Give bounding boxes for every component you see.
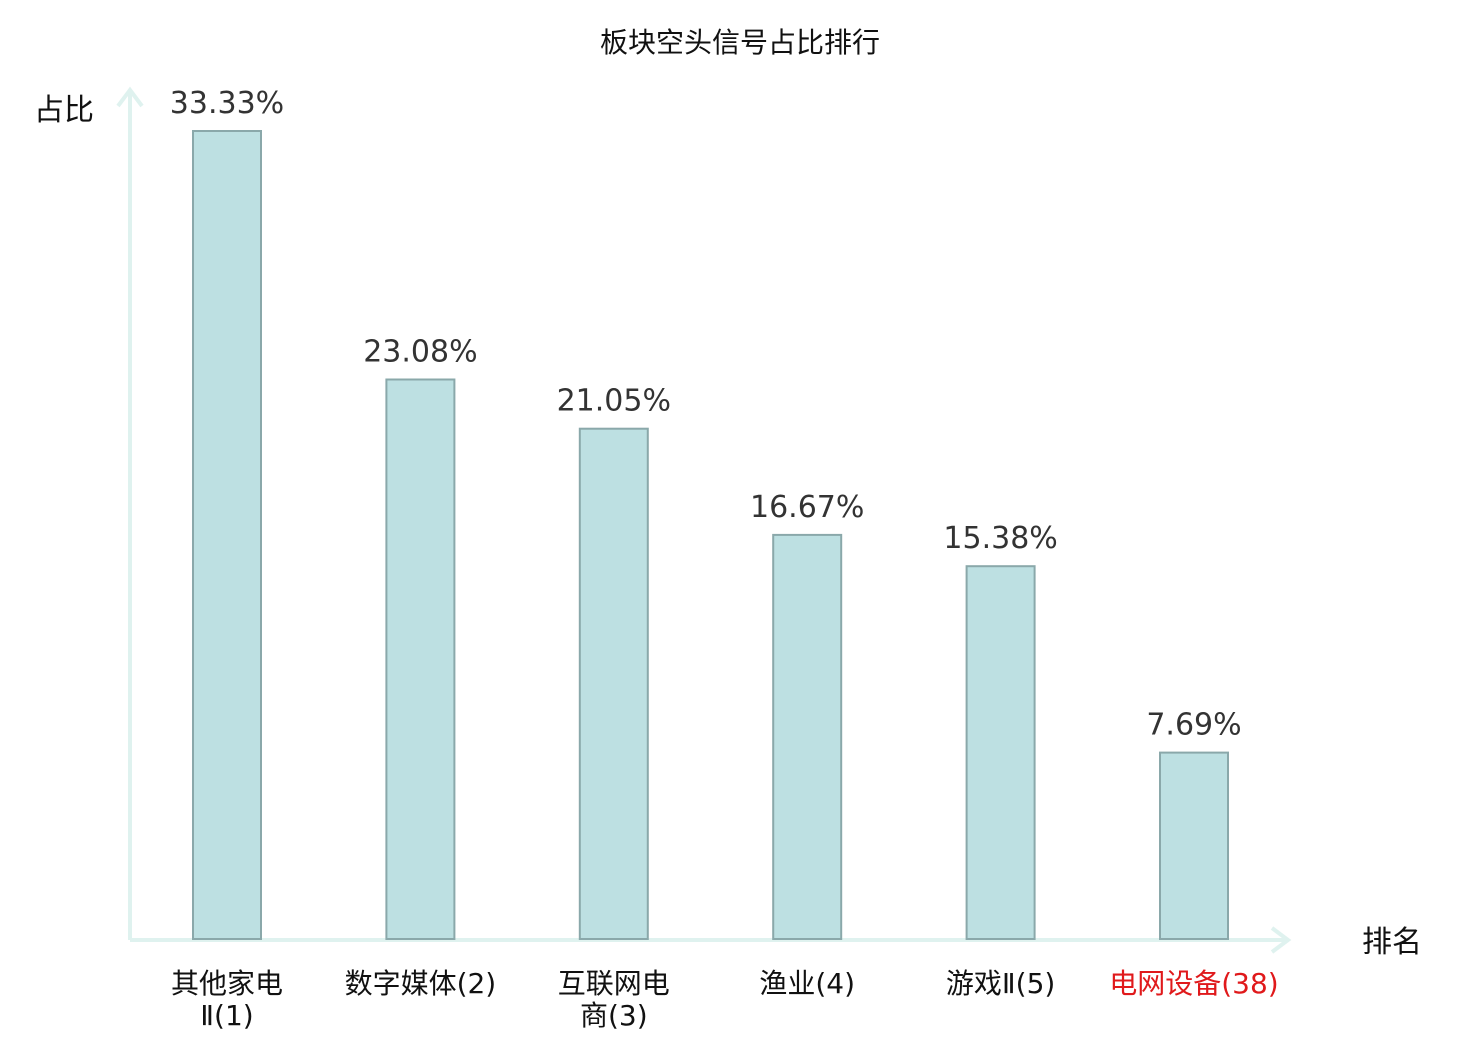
value-label: 7.69% <box>1146 708 1241 743</box>
bar <box>1159 751 1229 940</box>
category-label: 数字媒体(2) <box>345 967 497 1000</box>
bar <box>578 427 649 940</box>
category-label-line: 互联网电 <box>558 967 670 1000</box>
category-label-line: 商(3) <box>580 999 648 1032</box>
category-label-line: 渔业(4) <box>759 967 855 1000</box>
x-axis-label: 排名 <box>1362 925 1422 960</box>
category-label-line: Ⅱ(1) <box>200 999 253 1032</box>
bar <box>772 533 843 941</box>
value-label: 21.05% <box>557 384 671 419</box>
category-label: 游戏Ⅱ(5) <box>946 967 1055 1000</box>
category-label: 互联网电商(3) <box>558 967 670 1032</box>
category-label-line: 数字媒体(2) <box>345 967 497 1000</box>
category-label-line: 其他家电 <box>171 967 283 1000</box>
bar <box>965 565 1036 940</box>
value-label: 23.08% <box>363 335 477 370</box>
axes <box>116 86 1292 954</box>
category-labels-group: 其他家电 Ⅱ(1) 数字媒体(2) 互联网电商(3) 渔业(4) 游戏Ⅱ(5) 电网设备(3… <box>171 967 1279 1032</box>
value-labels-group: 33.33% 23.08% 21.05% 16.67% 15.38% 7.69% <box>170 86 1242 743</box>
chart-title: 板块空头信号占比排行 <box>600 26 880 59</box>
value-label: 33.33% <box>170 86 284 121</box>
value-label: 15.38% <box>943 521 1057 556</box>
bar <box>385 378 456 940</box>
category-label: 电网设备(38) <box>1109 967 1278 1000</box>
bars-group <box>192 130 1229 941</box>
y-axis-label: 占比 <box>34 93 94 128</box>
category-label: 其他家电 Ⅱ(1) <box>171 967 283 1032</box>
y-axis-arrow <box>116 86 144 108</box>
x-axis-arrow <box>1270 926 1292 954</box>
category-label-line: 电网设备(38) <box>1109 967 1278 1000</box>
category-label-line: 游戏Ⅱ(5) <box>946 967 1055 1000</box>
value-label: 16.67% <box>750 490 864 525</box>
category-label: 渔业(4) <box>759 967 855 1000</box>
bar <box>192 130 262 940</box>
